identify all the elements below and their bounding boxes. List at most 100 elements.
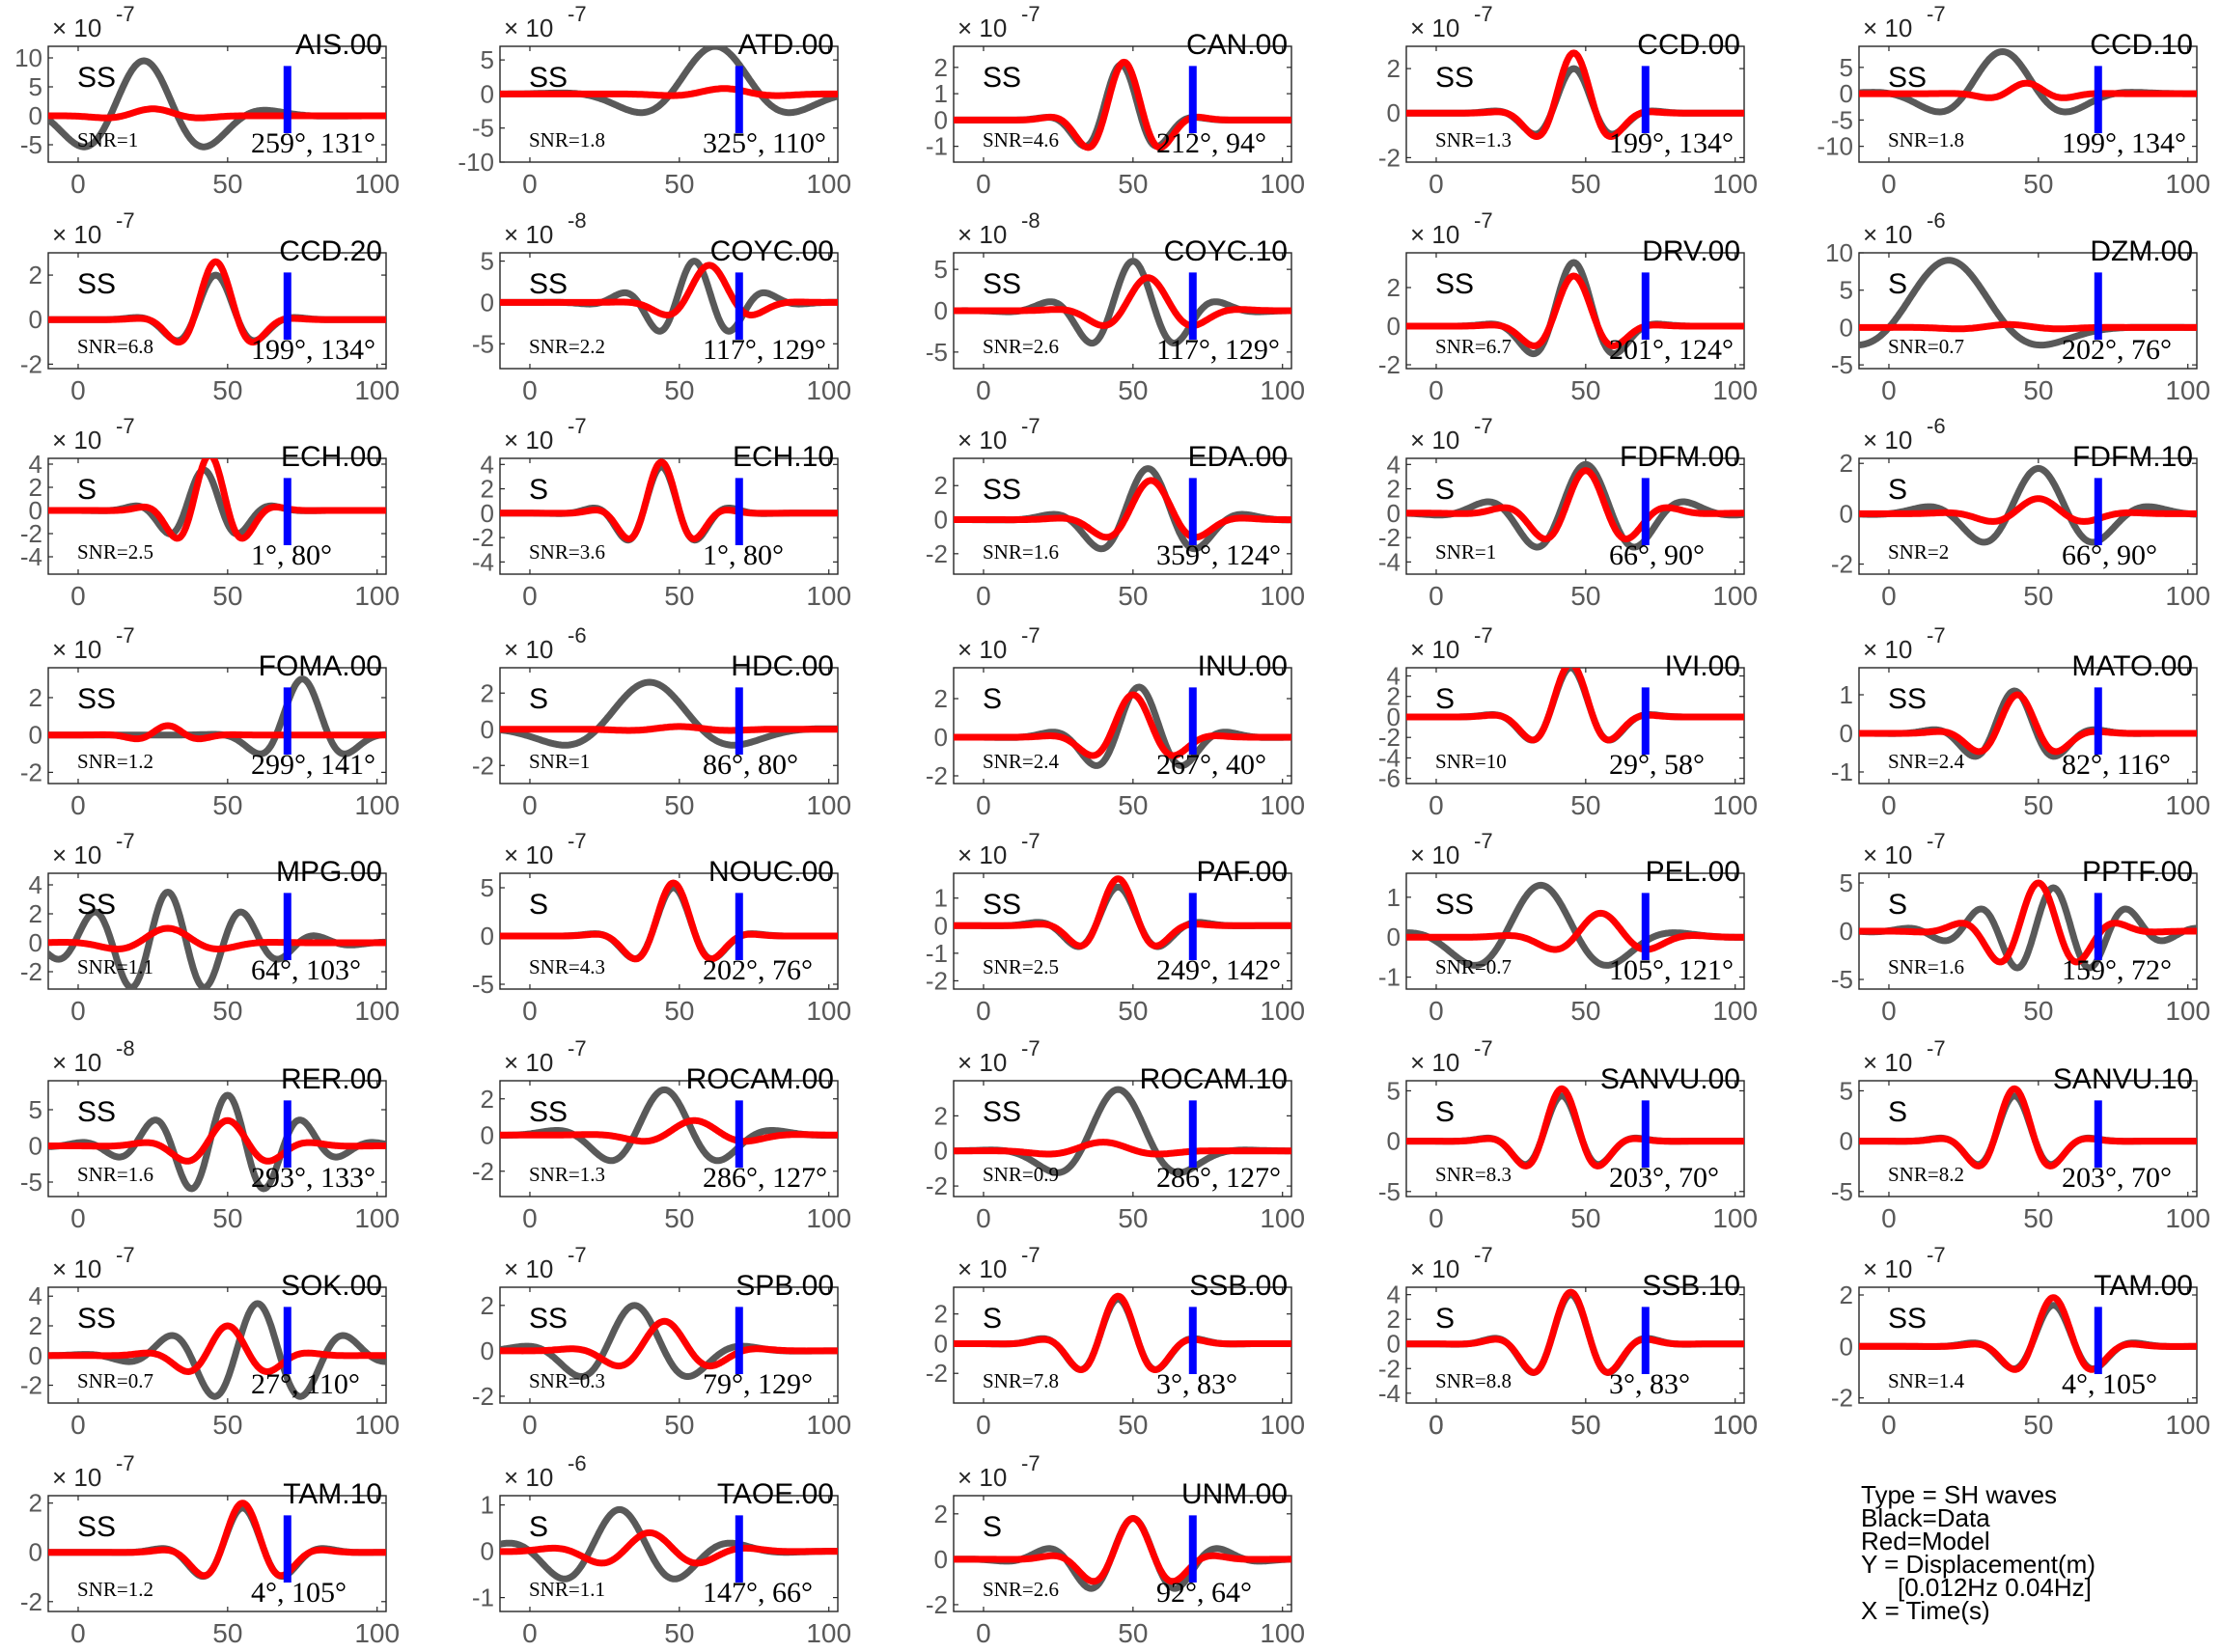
- scale-exponent: -7: [1474, 1036, 1493, 1060]
- y-tick-label: -5: [926, 338, 948, 367]
- axes-frame: [47, 667, 387, 785]
- scale-exponent-label: × 10: [1410, 220, 1459, 249]
- y-tick-label: -2: [472, 1382, 494, 1411]
- snr-label: SNR=1.2: [77, 1578, 153, 1601]
- x-tick-label: 50: [1570, 790, 1600, 820]
- y-tick-label: 2: [1387, 475, 1401, 504]
- plot-area: [954, 1515, 1291, 1592]
- y-tick-label: 0: [481, 1537, 494, 1566]
- scale-exponent: -7: [1021, 2, 1041, 26]
- snr-label: SNR=2.6: [983, 1578, 1059, 1601]
- plot-area: [1859, 1294, 2197, 1373]
- y-tick-label: 0: [1840, 719, 1853, 748]
- panel-hdc-00: 0 50 100 -2 0 2 × 10 -6 S HDC.00 SNR=1 86°, 80°: [472, 623, 851, 820]
- y-tick-label: 0: [1387, 312, 1401, 341]
- x-tick-label: 100: [806, 169, 851, 199]
- y-tick-label: -2: [926, 1171, 948, 1200]
- scale-exponent-label: × 10: [52, 220, 101, 249]
- snr-label: SNR=7.8: [983, 1369, 1059, 1392]
- azimuth-label: 92°, 64°: [1156, 1577, 1252, 1609]
- azimuth-label: 105°, 121°: [1609, 954, 1734, 986]
- panel-coyc-00: 0 50 100 -5 0 5 × 10 -8 SS COYC.00 SNR=2.2 117°, 12…: [472, 208, 851, 405]
- phase-label: SS: [77, 889, 116, 921]
- x-tick-label: 50: [212, 790, 242, 820]
- x-tick-label: 50: [212, 996, 242, 1026]
- snr-label: SNR=2.2: [529, 335, 605, 358]
- model-trace: [1859, 320, 2197, 333]
- y-tick-label: 2: [934, 471, 948, 500]
- azimuth-label: 202°, 76°: [2062, 334, 2172, 366]
- model-trace: [954, 274, 1291, 329]
- azimuth-label: 3°, 83°: [1609, 1368, 1690, 1400]
- snr-label: SNR=0.7: [77, 1369, 153, 1392]
- y-tick-label: -5: [20, 130, 42, 159]
- y-tick-label: 2: [29, 899, 42, 928]
- plot-area: [1406, 460, 1744, 551]
- x-tick-label: 0: [1881, 581, 1897, 611]
- plot-area: [500, 1302, 838, 1380]
- y-tick-label: 2: [934, 1500, 948, 1528]
- scale-exponent: -7: [1927, 829, 1946, 853]
- y-tick-label: -4: [1378, 1379, 1401, 1408]
- y-tick-label: 0: [481, 715, 494, 744]
- phase-label: SS: [1888, 683, 1927, 715]
- phase-label: SS: [1888, 62, 1927, 94]
- y-tick-label: 0: [934, 1329, 948, 1358]
- phase-label: S: [1888, 268, 1907, 300]
- x-tick-label: 50: [1118, 1618, 1148, 1648]
- phase-label: SS: [1435, 62, 1474, 94]
- azimuth-label: 325°, 110°: [703, 127, 826, 159]
- y-tick-label: 5: [1840, 276, 1853, 305]
- panel-nouc-00: 0 50 100 -5 0 5 × 10 -7 S NOUC.00 SNR=4.3 202°, 76°: [472, 829, 851, 1026]
- panel-spb-00: 0 50 100 -2 0 2 × 10 -7 SS SPB.00 SNR=0.3 79°, 129°: [472, 1243, 851, 1440]
- y-tick-label: -4: [472, 547, 494, 576]
- snr-label: SNR=1.8: [1888, 128, 1964, 151]
- plot-area: [48, 1300, 386, 1400]
- scale-exponent: -7: [1474, 623, 1493, 647]
- snr-label: SNR=1.6: [1888, 955, 1964, 978]
- y-tick-label: -1: [926, 132, 948, 161]
- y-tick-label: -5: [472, 114, 494, 143]
- phase-label: S: [529, 1511, 548, 1543]
- station-label: CAN.00: [1186, 29, 1288, 61]
- station-label: CCD.00: [1637, 29, 1740, 61]
- azimuth-label: 64°, 103°: [251, 954, 361, 986]
- phase-label: SS: [983, 1096, 1021, 1128]
- panel-dzm-00: 0 50 100 -5 0 5 10 × 10 -6 S DZM.00 SNR=0.7 202°, 76…: [1825, 208, 2210, 405]
- y-tick-label: -2: [926, 761, 948, 790]
- phase-label: SS: [77, 1511, 116, 1543]
- y-tick-label: 2: [29, 1311, 42, 1340]
- model-trace: [48, 1116, 386, 1165]
- y-tick-label: -5: [1378, 1177, 1401, 1206]
- model-trace: [1406, 467, 1744, 542]
- x-tick-label: 100: [806, 996, 851, 1026]
- station-label: INU.00: [1198, 650, 1288, 682]
- snr-label: SNR=6.8: [77, 335, 153, 358]
- x-tick-label: 100: [2165, 375, 2210, 405]
- y-tick-label: 5: [1840, 868, 1853, 897]
- y-tick-label: 0: [1840, 499, 1853, 528]
- model-trace: [48, 458, 386, 542]
- y-tick-label: 4: [1387, 661, 1401, 690]
- snr-label: SNR=0.3: [529, 1369, 605, 1392]
- plot-area: [500, 879, 838, 963]
- x-tick-label: 0: [522, 375, 538, 405]
- x-tick-label: 100: [806, 1203, 851, 1233]
- y-tick-label: -2: [20, 957, 42, 986]
- snr-label: SNR=1.6: [77, 1163, 153, 1186]
- x-tick-label: 100: [1712, 169, 1758, 199]
- empty-axes-xticks: 0 50 100: [1429, 1410, 1758, 1440]
- x-tick-label: 50: [1118, 581, 1148, 611]
- plot-area: [1859, 257, 2197, 349]
- x-tick-label: 0: [70, 1410, 86, 1440]
- y-tick-label: 4: [1387, 1280, 1401, 1309]
- x-tick-label: 0: [522, 996, 538, 1026]
- model-trace: [1859, 79, 2197, 101]
- x-tick-label: 0: [70, 790, 86, 820]
- x-tick-label: 100: [354, 169, 400, 199]
- azimuth-label: 4°, 105°: [2062, 1368, 2157, 1400]
- x-tick-label: 100: [2165, 996, 2210, 1026]
- azimuth-label: 249°, 142°: [1156, 954, 1281, 986]
- y-tick-label: -5: [472, 970, 494, 999]
- legend-line: Black=Data: [1861, 1503, 1990, 1532]
